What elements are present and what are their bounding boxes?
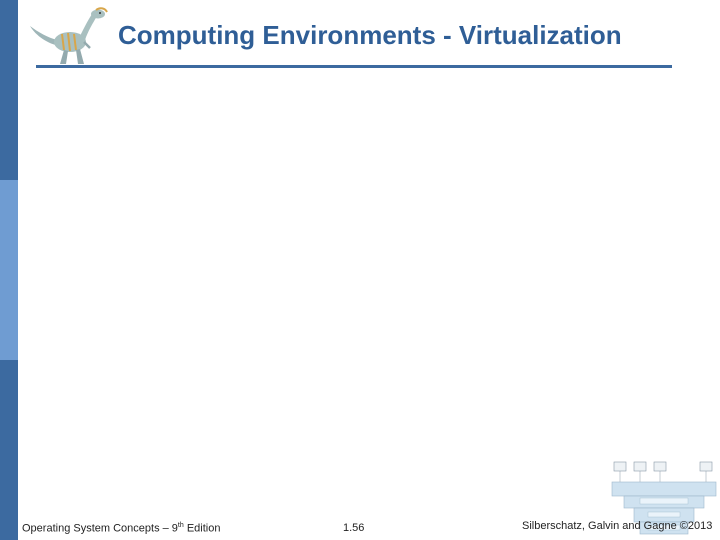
footer-course-prefix: Operating System Concepts – 9 bbox=[22, 522, 178, 535]
slide-title: Computing Environments - Virtualization bbox=[118, 20, 622, 50]
left-bar-top bbox=[0, 0, 18, 180]
dinosaur-icon bbox=[30, 7, 108, 64]
virtualization-diagram-thumbnail bbox=[611, 461, 717, 535]
slide-number: 1.56 bbox=[343, 522, 365, 534]
footer-course-title: Operating System Concepts – 9th Edition bbox=[22, 522, 220, 535]
footer-course-suffix: Edition bbox=[183, 522, 221, 535]
footer-copyright: Silberschatz, Galvin and Gagne ©2013 bbox=[522, 520, 713, 532]
left-bar-middle bbox=[0, 180, 18, 360]
title-divider bbox=[36, 65, 672, 68]
footer-course-superscript: th bbox=[177, 522, 184, 529]
left-bar-bottom bbox=[0, 360, 18, 540]
